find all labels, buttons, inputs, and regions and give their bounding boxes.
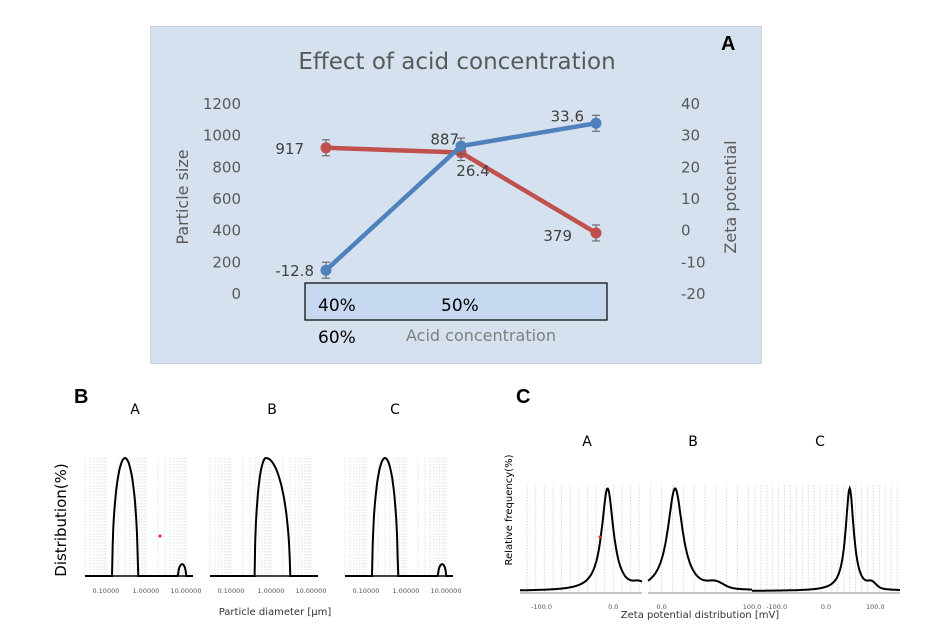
x-tick-label: 0.0	[608, 603, 618, 611]
data-label: 887	[430, 131, 459, 149]
subplot-label: A	[582, 434, 592, 450]
subplot-a: A -100.0 0.0	[520, 434, 643, 611]
y-tick-label: 200	[212, 253, 241, 271]
x-tick-label: 100.0	[743, 603, 762, 611]
y2-tick-label: -10	[681, 253, 706, 271]
x-tick-label: 0.10000	[352, 587, 379, 595]
x-tick-label: 0.0	[821, 603, 831, 611]
data-label: 379	[543, 227, 572, 245]
distribution-curve	[210, 456, 318, 577]
y2-tick-label: 10	[681, 190, 700, 208]
data-point	[320, 142, 332, 154]
frequency-curve	[520, 487, 643, 592]
category-box	[304, 282, 608, 321]
marker-dot	[158, 534, 162, 538]
x-tick-label: 0.0	[656, 603, 666, 611]
x-axis-label: Particle diameter [μm]	[219, 607, 332, 618]
frequency-curve	[647, 487, 752, 591]
x-tick-label: 1.00000	[392, 587, 419, 595]
data-point	[590, 227, 602, 239]
y-tick-label: 1000	[203, 127, 241, 145]
subplot-label: A	[130, 402, 140, 418]
data-point	[320, 264, 332, 276]
y2-axis-label: Zeta potential	[721, 140, 740, 253]
distribution-curve	[85, 456, 193, 577]
distribution-curve	[345, 456, 453, 577]
x-tick-label: -100.0	[766, 603, 787, 611]
x-tick-label: 10.00000	[295, 587, 326, 595]
data-label: 26.4	[456, 162, 489, 180]
x-tick-label: 10.00000	[430, 587, 461, 595]
y-tick-label: 0	[231, 285, 241, 303]
y-axis-label: Relative frequency(%)	[504, 454, 515, 565]
y2-tick-label: 30	[681, 127, 700, 145]
subplot-label: C	[390, 402, 400, 418]
effect-chart-svg: Effect of acid concentration 12001000800…	[173, 49, 740, 348]
category-label: 60%	[318, 328, 356, 348]
panel-letter-a: A	[721, 33, 736, 55]
zeta-distribution-svg: Relative frequency(%) Zeta potential dist…	[504, 434, 900, 621]
x-axis-label: Acid concentration	[406, 326, 556, 345]
subplot-c: C -100.0 0.0 100.0	[752, 434, 900, 611]
subplot-label: B	[267, 402, 277, 418]
frequency-curve	[752, 485, 900, 592]
subplot-b: B 0.10000 1.00000 10.00000	[209, 402, 326, 595]
chart-title: Effect of acid concentration	[298, 49, 615, 75]
y-tick-label: 1200	[203, 95, 241, 113]
marker-dot	[598, 535, 602, 539]
data-label: -12.8	[275, 262, 314, 280]
y-tick-label: 600	[212, 190, 241, 208]
subplot-label: B	[688, 434, 698, 450]
x-tick-label: 0.10000	[217, 587, 244, 595]
y2-tick-label: 20	[681, 158, 700, 176]
y-axis-label: Distribution(%)	[52, 463, 70, 576]
x-tick-label: 100.0	[866, 603, 885, 611]
x-axis-label: Zeta potential distribution [mV]	[621, 610, 780, 621]
subplot-b: B 0.0 100.0	[647, 434, 762, 611]
x-tick-label: 10.00000	[170, 587, 201, 595]
x-tick-label: -100.0	[531, 603, 552, 611]
subplot-label: C	[815, 434, 825, 450]
data-point	[590, 117, 602, 129]
subplot-c: C 0.10000 1.00000 10.00000	[344, 402, 461, 595]
category-label: 40%	[318, 296, 356, 316]
panel-letter-c: C	[516, 386, 531, 408]
category-label: 50%	[441, 296, 479, 316]
x-tick-label: 1.00000	[257, 587, 284, 595]
y-tick-label: 400	[212, 222, 241, 240]
subplot-a: A 0.10000 1.00000 10.00000	[84, 402, 201, 595]
particle-size-distribution-svg: Distribution(%) Particle diameter [μm] A 0.…	[52, 402, 461, 618]
panel-letter-b: B	[74, 386, 89, 408]
data-label: 33.6	[551, 107, 584, 125]
y2-tick-label: 0	[681, 222, 691, 240]
x-tick-label: 1.00000	[132, 587, 159, 595]
y2-tick-label: -20	[681, 285, 706, 303]
y2-tick-label: 40	[681, 95, 700, 113]
y-axis-label: Particle size	[173, 149, 192, 244]
data-label: 917	[275, 140, 304, 158]
chart-panel-a: Effect of acid concentration 1200 1000 800…	[150, 26, 762, 364]
x-tick-label: 0.10000	[92, 587, 119, 595]
y-tick-label: 800	[212, 158, 241, 176]
data-point	[455, 140, 467, 152]
